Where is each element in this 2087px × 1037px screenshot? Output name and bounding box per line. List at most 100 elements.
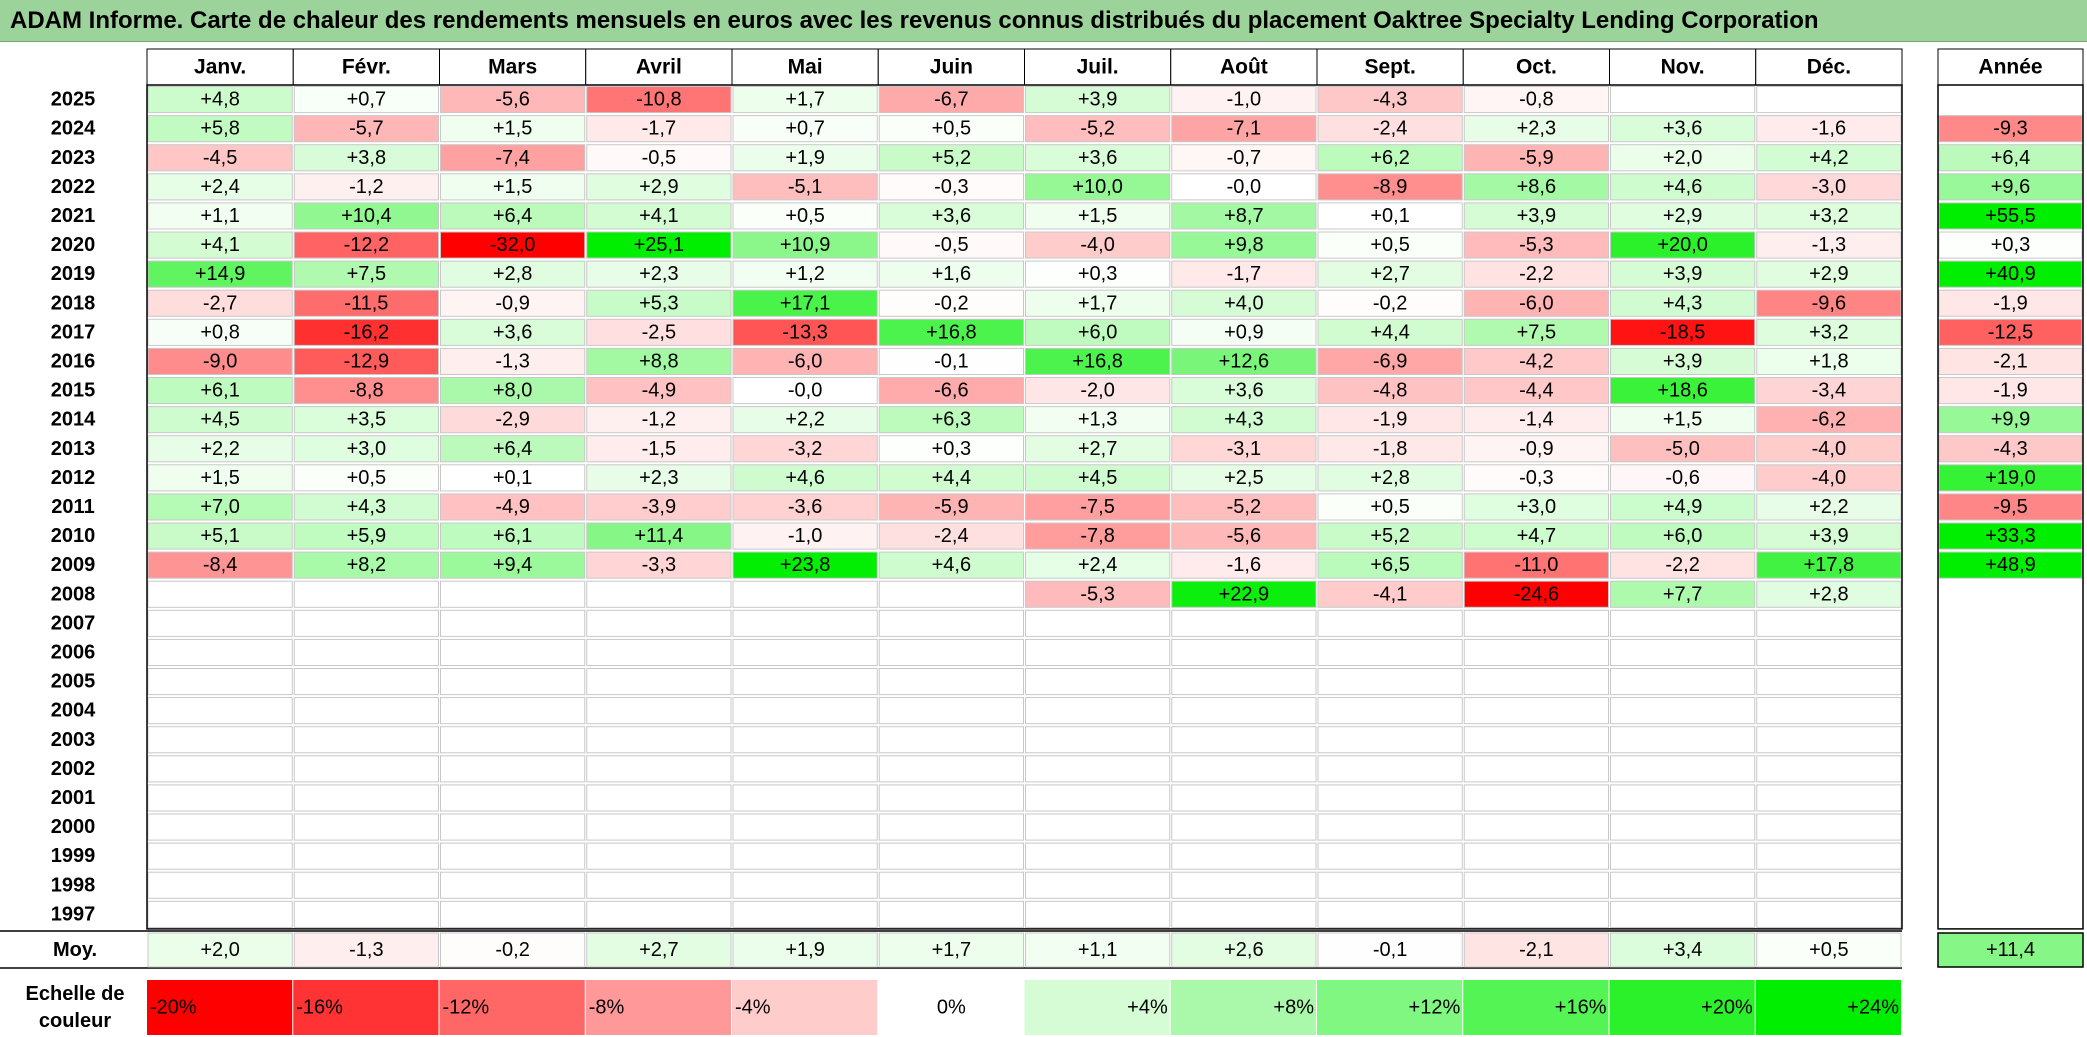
heatmap-cell bbox=[147, 377, 293, 405]
color-scale-swatch bbox=[1463, 980, 1609, 1035]
heatmap-cell bbox=[1317, 202, 1463, 230]
cell-value: +4,5 bbox=[1078, 467, 1117, 489]
heatmap-cell bbox=[1463, 173, 1609, 201]
cell-value: -5,9 bbox=[1519, 147, 1553, 169]
heatmap-cell bbox=[878, 435, 1024, 463]
cell-value: -3,0 bbox=[1812, 176, 1846, 198]
average-value: +3,4 bbox=[1663, 939, 1702, 961]
heatmap-cell bbox=[1756, 144, 1902, 172]
cell-value: -6,9 bbox=[1373, 350, 1407, 372]
cell-value: -3,2 bbox=[788, 438, 822, 460]
heatmap-cell bbox=[1317, 493, 1463, 521]
annual-value: -9,5 bbox=[1993, 496, 2027, 518]
cell-value: +4,9 bbox=[1663, 496, 1702, 518]
heatmap-cell bbox=[1463, 638, 1609, 667]
color-scale-swatch bbox=[1170, 980, 1316, 1035]
cell-value: -11,0 bbox=[1514, 554, 1558, 576]
month-header: Mars bbox=[488, 56, 537, 79]
heatmap-cell bbox=[1317, 347, 1463, 375]
heatmap-cell bbox=[1610, 609, 1756, 637]
annual-value: +40,9 bbox=[1985, 263, 2036, 285]
year-label: 1997 bbox=[51, 903, 96, 925]
heatmap-cell bbox=[586, 464, 732, 492]
heatmap-cell bbox=[293, 697, 439, 725]
annual-value: +0,3 bbox=[1991, 234, 2030, 256]
heatmap-cell bbox=[147, 86, 293, 114]
heatmap-cell bbox=[1610, 173, 1756, 201]
heatmap-cell bbox=[293, 784, 439, 812]
heatmap-cell bbox=[586, 173, 732, 201]
heatmap-cell bbox=[1756, 86, 1902, 114]
heatmap-cell bbox=[1025, 551, 1171, 579]
color-scale-swatch bbox=[293, 980, 439, 1035]
heatmap-cell bbox=[293, 755, 439, 783]
month-header: Juin bbox=[930, 56, 973, 79]
heatmap-cell bbox=[293, 726, 439, 754]
heatmap-cell bbox=[1610, 697, 1756, 725]
heatmap-cell bbox=[586, 755, 732, 783]
cell-value: -2,0 bbox=[1080, 380, 1114, 402]
heatmap-cell bbox=[1171, 871, 1317, 899]
color-scale-swatch bbox=[1024, 980, 1170, 1035]
heatmap-cell bbox=[440, 318, 586, 346]
annual-cell bbox=[1938, 493, 2083, 521]
color-scale-label: couleur bbox=[39, 1010, 111, 1032]
cell-value: -8,4 bbox=[203, 554, 237, 576]
heatmap-cell bbox=[1463, 115, 1609, 143]
heatmap-cell bbox=[293, 842, 439, 870]
cell-value: -4,0 bbox=[1812, 438, 1846, 460]
cell-value: -4,3 bbox=[1373, 89, 1407, 111]
heatmap-cell bbox=[1171, 86, 1317, 114]
cell-value: -3,9 bbox=[642, 496, 676, 518]
heatmap-cell bbox=[732, 755, 878, 783]
heatmap-cell bbox=[1463, 347, 1609, 375]
cell-value: +6,1 bbox=[493, 525, 532, 547]
heatmap-cell bbox=[878, 493, 1024, 521]
average-value: +2,7 bbox=[639, 939, 678, 961]
year-label: 2002 bbox=[51, 758, 96, 780]
cell-value: +1,8 bbox=[1809, 350, 1848, 372]
cell-value: +8,0 bbox=[493, 380, 532, 402]
heatmap-cell bbox=[1025, 638, 1171, 667]
heatmap-cell bbox=[1610, 493, 1756, 521]
annual-cell bbox=[1938, 115, 2083, 143]
cell-value: +23,8 bbox=[780, 554, 831, 576]
annual-cell bbox=[1938, 377, 2083, 405]
heatmap-cell bbox=[1756, 726, 1902, 754]
heatmap-cell bbox=[293, 377, 439, 405]
heatmap-cell bbox=[1610, 202, 1756, 230]
heatmap-cell bbox=[1463, 493, 1609, 521]
heatmap-cell bbox=[1171, 115, 1317, 143]
average-annual-cell bbox=[1937, 932, 2084, 968]
month-header-cell bbox=[1462, 48, 1610, 86]
cell-value: +4,3 bbox=[1663, 292, 1702, 314]
cell-value: -3,3 bbox=[642, 554, 676, 576]
cell-value: -2,5 bbox=[642, 321, 676, 343]
heatmap-cell bbox=[732, 522, 878, 550]
heatmap-cell bbox=[1171, 347, 1317, 375]
cell-value: +17,1 bbox=[780, 292, 831, 314]
average-cell bbox=[440, 932, 586, 968]
heatmap-cell bbox=[1756, 260, 1902, 288]
heatmap-cell bbox=[147, 842, 293, 870]
heatmap-cell bbox=[586, 871, 732, 899]
cell-value: +2,7 bbox=[1078, 438, 1117, 460]
annual-cell bbox=[1938, 289, 2083, 317]
heatmap-cell bbox=[1463, 522, 1609, 550]
cell-value: -9,0 bbox=[203, 350, 237, 372]
heatmap-cell bbox=[1025, 318, 1171, 346]
year-label: 2004 bbox=[51, 700, 96, 722]
annual-cell bbox=[1938, 464, 2083, 492]
heatmap-cell bbox=[1756, 231, 1902, 259]
average-annual-value: +11,4 bbox=[1986, 939, 2035, 961]
heatmap-cell bbox=[1610, 668, 1756, 696]
heatmap-cell bbox=[1463, 668, 1609, 696]
heatmap-cell bbox=[732, 289, 878, 317]
year-label: 2021 bbox=[51, 205, 96, 227]
color-scale-swatch bbox=[1609, 980, 1755, 1035]
year-label: 2012 bbox=[51, 467, 96, 489]
cell-value: -1,5 bbox=[642, 438, 676, 460]
month-header: Nov. bbox=[1661, 56, 1705, 79]
heatmap-cell bbox=[1317, 173, 1463, 201]
cell-value: -2,7 bbox=[203, 292, 237, 314]
